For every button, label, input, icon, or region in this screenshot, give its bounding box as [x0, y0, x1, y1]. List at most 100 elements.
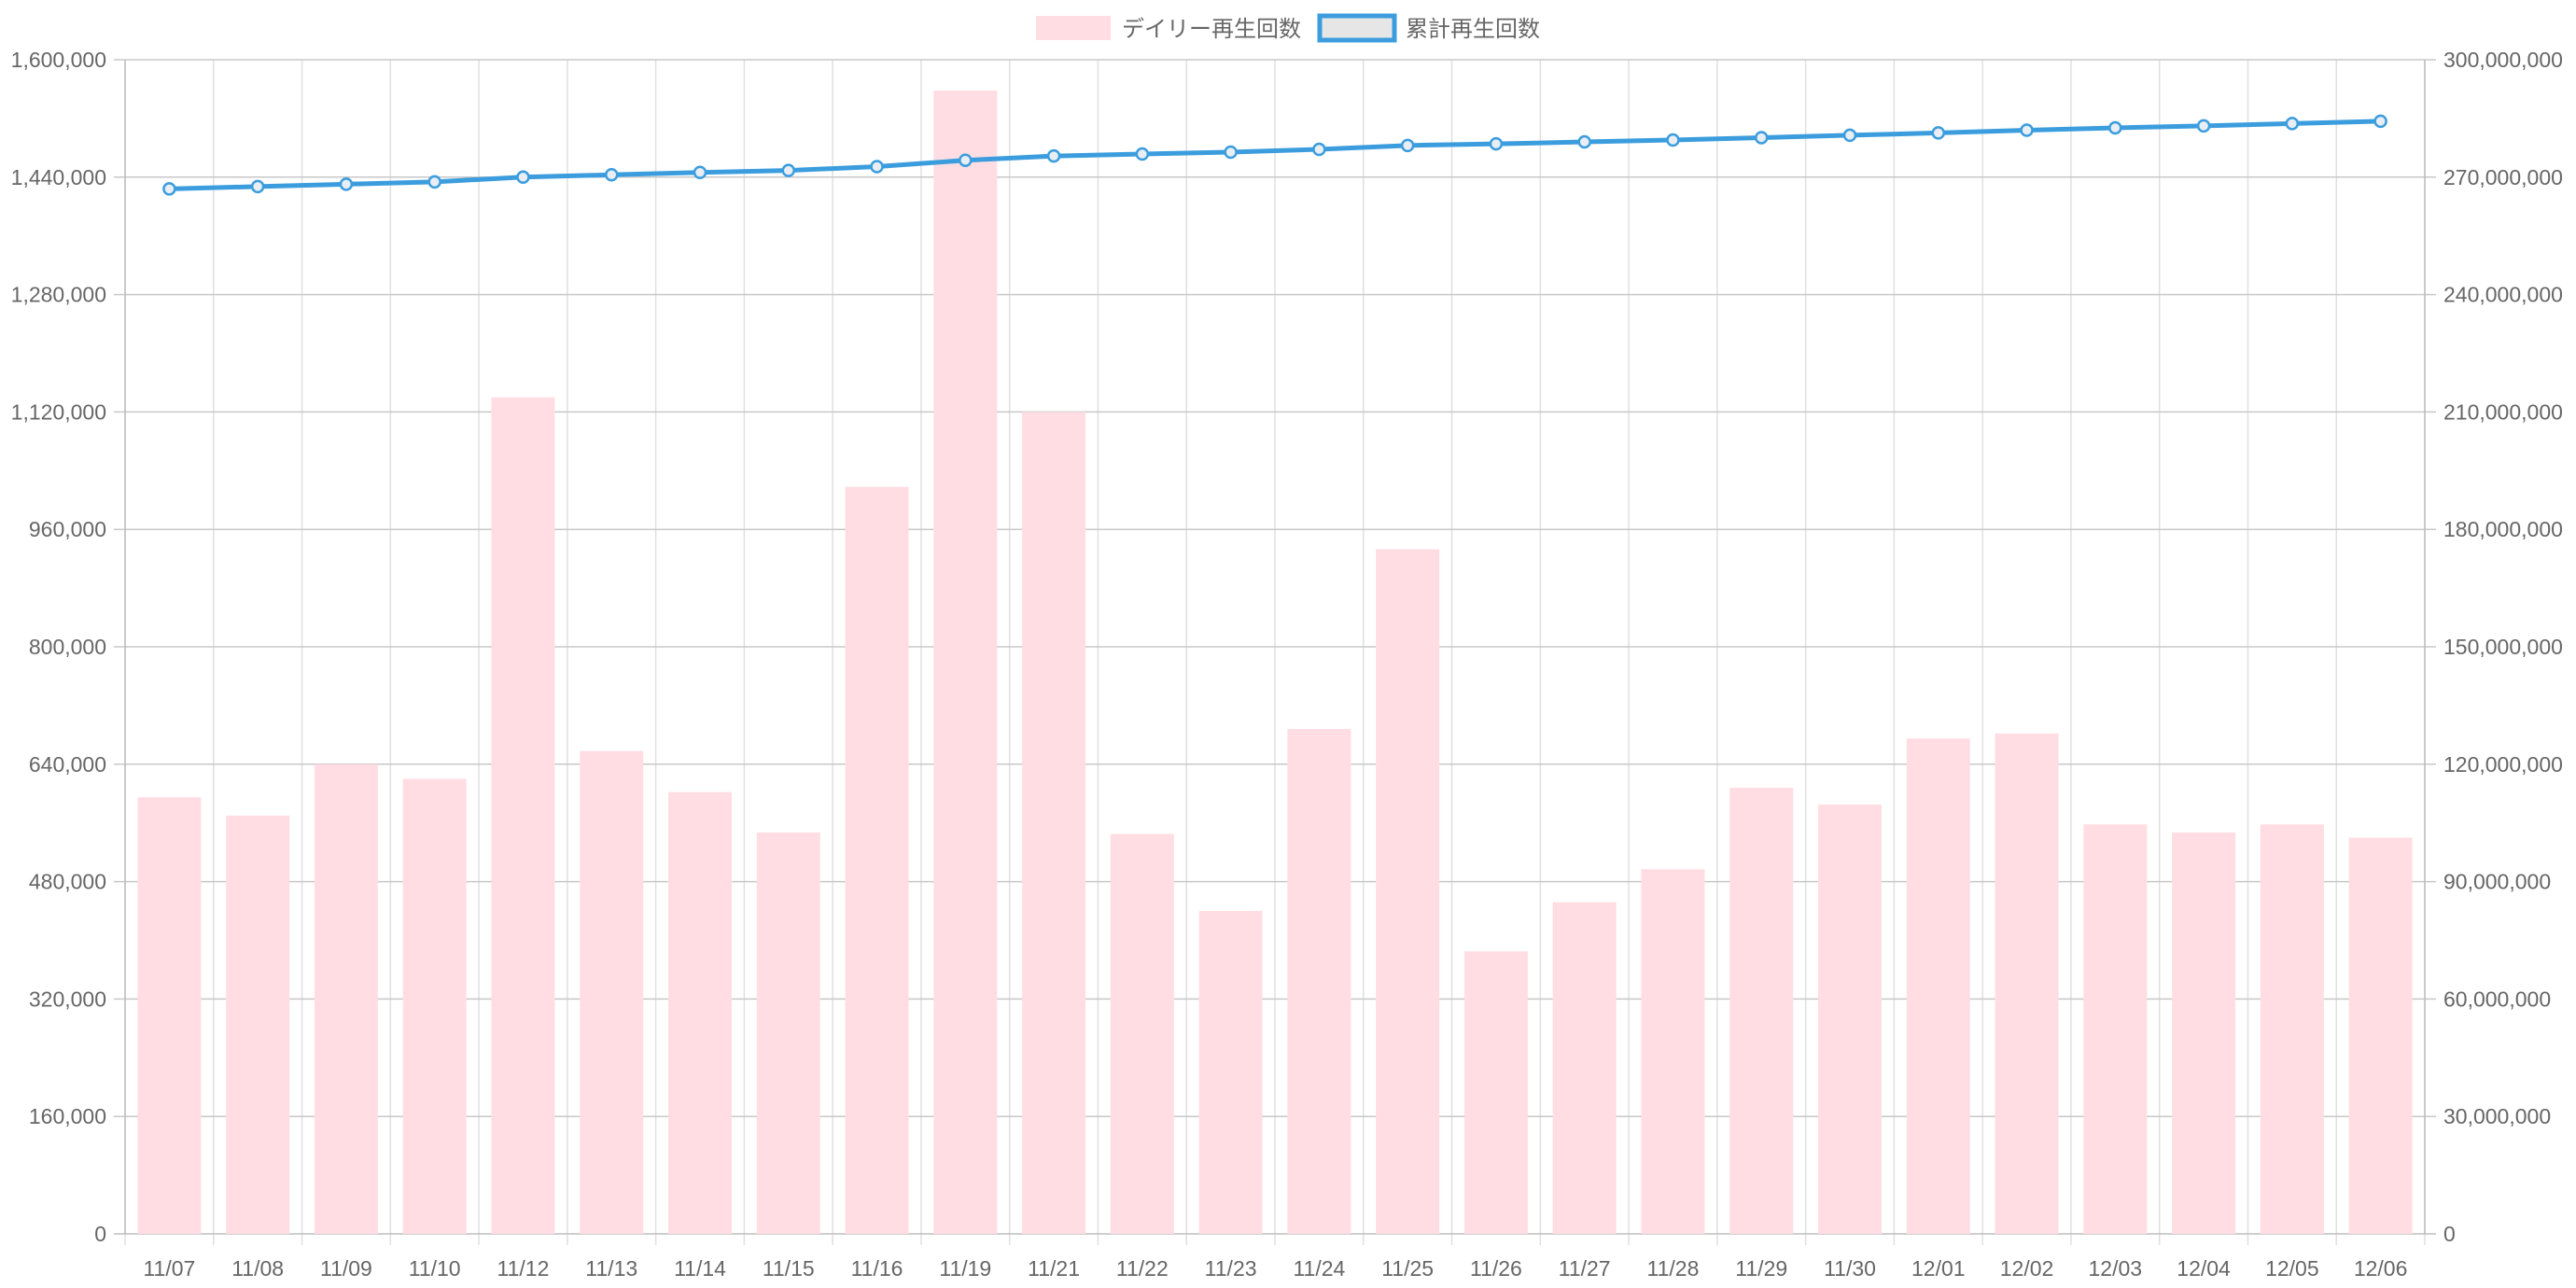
- y-left-tick-label: 1,440,000: [11, 165, 106, 189]
- line-point-11/21[interactable]: [1046, 148, 1061, 163]
- legend-swatch-cumulative: [1317, 13, 1397, 43]
- x-tick-label: 11/21: [1028, 1256, 1080, 1281]
- line-point-11/29[interactable]: [1754, 131, 1769, 145]
- y-right-tick-label: 180,000,000: [2443, 517, 2563, 541]
- x-tick-label: 11/28: [1647, 1256, 1700, 1281]
- line-point-11/09[interactable]: [339, 177, 354, 191]
- y-left-tick-label: 160,000: [29, 1104, 106, 1128]
- bar-11/27[interactable]: [1552, 902, 1617, 1234]
- legend-item-daily[interactable]: デイリー再生回数: [1036, 16, 1301, 42]
- y-left-tick-label: 0: [94, 1222, 106, 1246]
- y-right-tick-label: 240,000,000: [2443, 283, 2563, 307]
- x-tick-label: 11/07: [143, 1256, 195, 1281]
- line-point-11/22[interactable]: [1135, 147, 1150, 161]
- x-tick-label: 12/03: [2089, 1256, 2143, 1281]
- legend-label-cumulative: 累計再生回数: [1406, 17, 1540, 42]
- bar-11/10[interactable]: [402, 778, 467, 1234]
- x-tick-label: 11/22: [1116, 1256, 1169, 1281]
- legend-swatch-daily: [1036, 16, 1111, 40]
- x-tick-label: 11/13: [585, 1256, 637, 1281]
- line-point-11/23[interactable]: [1224, 145, 1238, 160]
- bar-11/12[interactable]: [491, 397, 555, 1234]
- line-point-11/28[interactable]: [1666, 133, 1680, 147]
- legend-item-cumulative[interactable]: 累計再生回数: [1317, 13, 1540, 43]
- line-point-11/19[interactable]: [959, 153, 973, 168]
- line-point-12/02[interactable]: [2020, 123, 2034, 137]
- x-tick-label: 11/26: [1470, 1256, 1522, 1281]
- bar-11/23[interactable]: [1198, 911, 1263, 1234]
- bar-11/08[interactable]: [226, 815, 290, 1234]
- line-point-12/05[interactable]: [2285, 117, 2300, 131]
- bar-11/28[interactable]: [1641, 869, 1705, 1234]
- y-right-tick-label: 300,000,000: [2443, 48, 2563, 72]
- y-left-tick-label: 800,000: [29, 635, 106, 659]
- bar-11/13[interactable]: [580, 750, 644, 1234]
- line-point-11/12[interactable]: [516, 170, 530, 185]
- x-tick-label: 11/29: [1735, 1256, 1787, 1281]
- line-point-11/26[interactable]: [1489, 136, 1504, 151]
- line-point-11/24[interactable]: [1312, 142, 1326, 157]
- bar-11/30[interactable]: [1818, 805, 1882, 1234]
- line-point-12/03[interactable]: [2108, 120, 2122, 135]
- y-left-tick-label: 960,000: [29, 517, 106, 541]
- bar-11/22[interactable]: [1110, 833, 1174, 1234]
- bar-11/15[interactable]: [756, 832, 820, 1234]
- bar-11/29[interactable]: [1729, 787, 1794, 1234]
- x-tick-label: 11/12: [497, 1256, 550, 1281]
- line-point-11/07[interactable]: [162, 182, 176, 196]
- line-point-11/15[interactable]: [781, 163, 796, 177]
- x-tick-label: 11/19: [939, 1256, 991, 1281]
- y-right-tick-label: 150,000,000: [2443, 635, 2563, 659]
- bar-12/01[interactable]: [1906, 738, 1970, 1234]
- x-tick-label: 11/23: [1205, 1256, 1257, 1281]
- line-point-11/13[interactable]: [604, 168, 619, 182]
- x-tick-label: 11/24: [1293, 1256, 1345, 1281]
- bar-12/04[interactable]: [2172, 832, 2236, 1234]
- bar-12/05[interactable]: [2260, 824, 2324, 1234]
- bar-11/24[interactable]: [1287, 729, 1351, 1234]
- legend[interactable]: デイリー再生回数 累計再生回数: [1036, 13, 1540, 43]
- line-point-11/16[interactable]: [870, 160, 884, 174]
- line-point-11/30[interactable]: [1842, 128, 1857, 143]
- bar-11/09[interactable]: [314, 763, 378, 1234]
- y-right-tick-label: 30,000,000: [2443, 1104, 2551, 1128]
- cumulative-line: [166, 119, 2384, 191]
- bar-11/19[interactable]: [933, 91, 998, 1235]
- bar-12/06[interactable]: [2348, 837, 2413, 1234]
- bar-11/07[interactable]: [137, 797, 202, 1234]
- x-tick-label: 11/16: [851, 1256, 903, 1281]
- line-point-12/01[interactable]: [1931, 126, 1946, 140]
- line-point-11/25[interactable]: [1400, 138, 1415, 153]
- y-left-tick-label: 1,280,000: [11, 283, 106, 307]
- bar-11/21[interactable]: [1022, 412, 1086, 1234]
- line-series: [162, 114, 2387, 196]
- y-left-tick-label: 1,120,000: [11, 399, 106, 424]
- bar-11/16[interactable]: [845, 486, 909, 1234]
- bar-12/03[interactable]: [2083, 824, 2148, 1234]
- y-right-tick-label: 270,000,000: [2443, 165, 2563, 189]
- bar-series: [137, 91, 2413, 1235]
- x-tick-label: 12/05: [2265, 1256, 2319, 1281]
- bar-11/25[interactable]: [1376, 549, 1440, 1234]
- x-tick-label: 11/30: [1824, 1256, 1876, 1281]
- bar-11/14[interactable]: [668, 791, 732, 1234]
- line-point-12/04[interactable]: [2196, 119, 2211, 133]
- line-point-12/06[interactable]: [2373, 114, 2387, 129]
- bar-11/26[interactable]: [1463, 951, 1528, 1234]
- line-point-11/14[interactable]: [693, 165, 707, 180]
- y-left-tick-label: 480,000: [29, 870, 106, 894]
- line-point-11/10[interactable]: [427, 175, 441, 189]
- line-point-11/08[interactable]: [250, 179, 265, 194]
- y-right-tick-label: 210,000,000: [2443, 399, 2563, 424]
- legend-label-daily: デイリー再生回数: [1122, 17, 1301, 42]
- x-tick-label: 11/09: [320, 1256, 372, 1281]
- bar-12/02[interactable]: [1995, 733, 2059, 1234]
- x-tick-label: 12/04: [2177, 1256, 2231, 1281]
- x-tick-label: 11/15: [763, 1256, 815, 1281]
- y-left-tick-label: 1,600,000: [11, 48, 106, 72]
- line-point-11/27[interactable]: [1577, 134, 1591, 149]
- x-tick-label: 12/06: [2354, 1256, 2408, 1281]
- y-right-tick-label: 90,000,000: [2443, 870, 2551, 894]
